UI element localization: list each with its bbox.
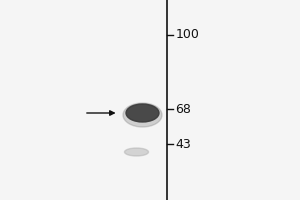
Text: 43: 43 <box>176 138 191 150</box>
Text: 100: 100 <box>176 28 200 42</box>
Text: 68: 68 <box>176 103 191 116</box>
Ellipse shape <box>124 148 148 156</box>
Ellipse shape <box>123 103 162 127</box>
Ellipse shape <box>126 104 159 122</box>
